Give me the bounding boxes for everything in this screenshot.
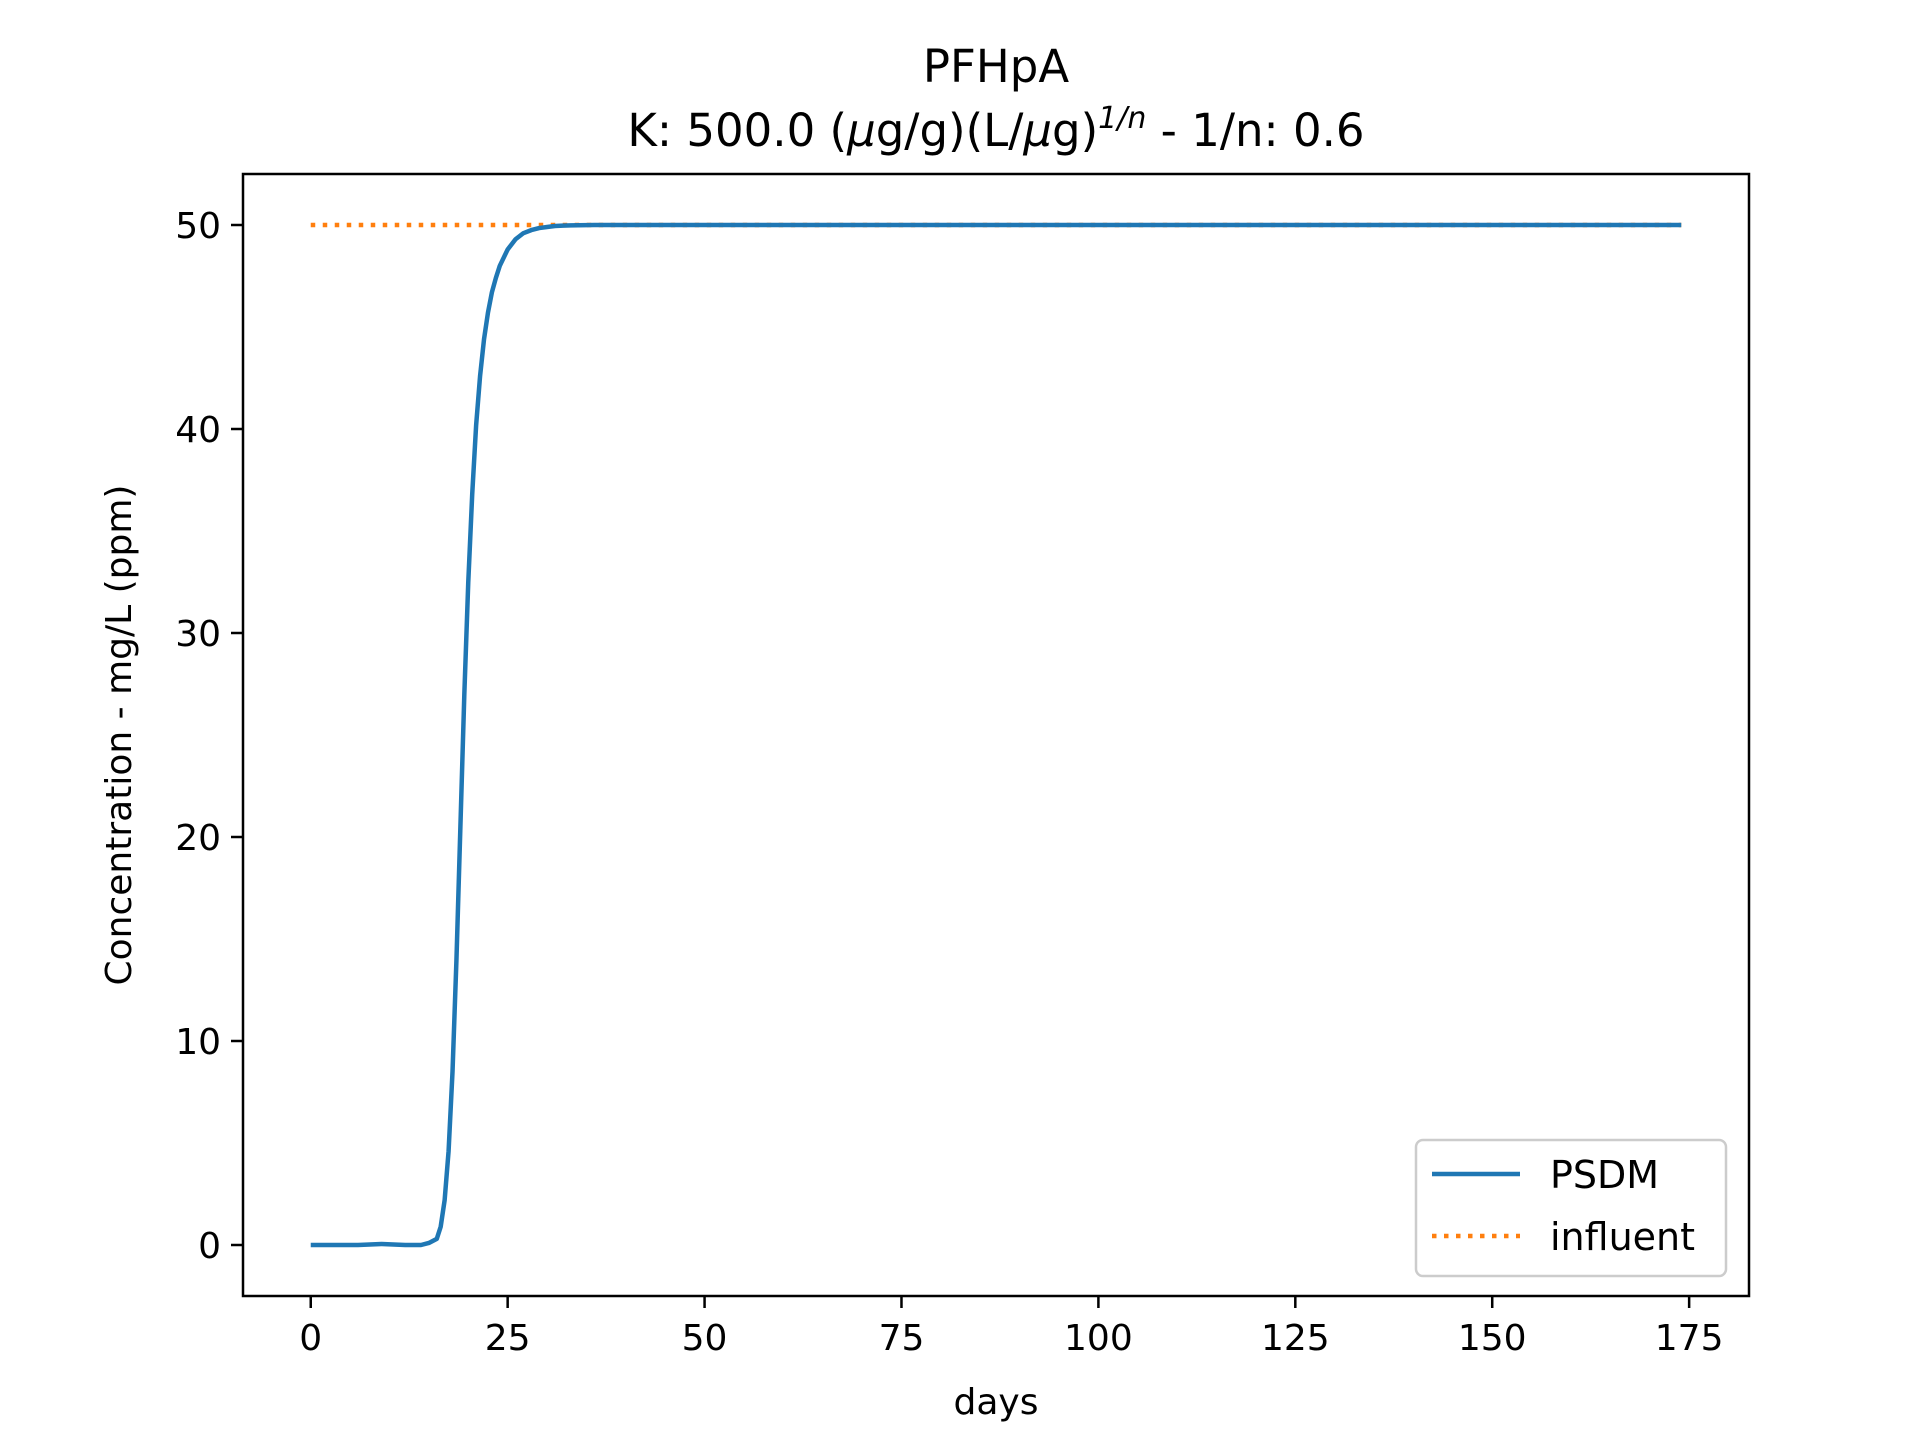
x-tick-label: 150 (1458, 1318, 1527, 1359)
x-axis: 0 25 50 75 100 125 150 175 (299, 1296, 1723, 1359)
plot-frame (241, 172, 1751, 1298)
series-layer (310, 222, 1682, 1248)
y-tick-label: 30 (175, 614, 221, 655)
y-tick-label: 10 (175, 1022, 221, 1063)
x-tick-label: 175 (1655, 1318, 1724, 1359)
legend-psdm-label: PSDM (1550, 1153, 1659, 1197)
x-tick-label: 125 (1261, 1318, 1330, 1359)
y-tick-label: 20 (175, 818, 221, 859)
y-tick-label: 50 (175, 206, 221, 247)
x-tick-label: 0 (299, 1318, 322, 1359)
y-tick-label: 0 (198, 1226, 221, 1267)
y-tick-label: 40 (175, 410, 221, 451)
legend: PSDM influent (1414, 1138, 1728, 1278)
y-axis-label: Concentration - mg/L (ppm) (99, 485, 140, 986)
x-tick-label: 50 (682, 1318, 728, 1359)
y-axis: 0 10 20 30 40 50 (175, 206, 243, 1267)
x-axis-label: days (954, 1382, 1039, 1423)
x-tick-label: 100 (1064, 1318, 1133, 1359)
series-line-psdm (310, 222, 1682, 1248)
x-tick-label: 75 (879, 1318, 925, 1359)
chart-title: PFHpA (923, 40, 1069, 93)
x-tick-label: 25 (485, 1318, 531, 1359)
chart-subtitle: K: 500.0 (μg/g)(L/μg)1/n - 1/n: 0.6 (627, 101, 1364, 157)
legend-influent-label: influent (1550, 1215, 1695, 1259)
